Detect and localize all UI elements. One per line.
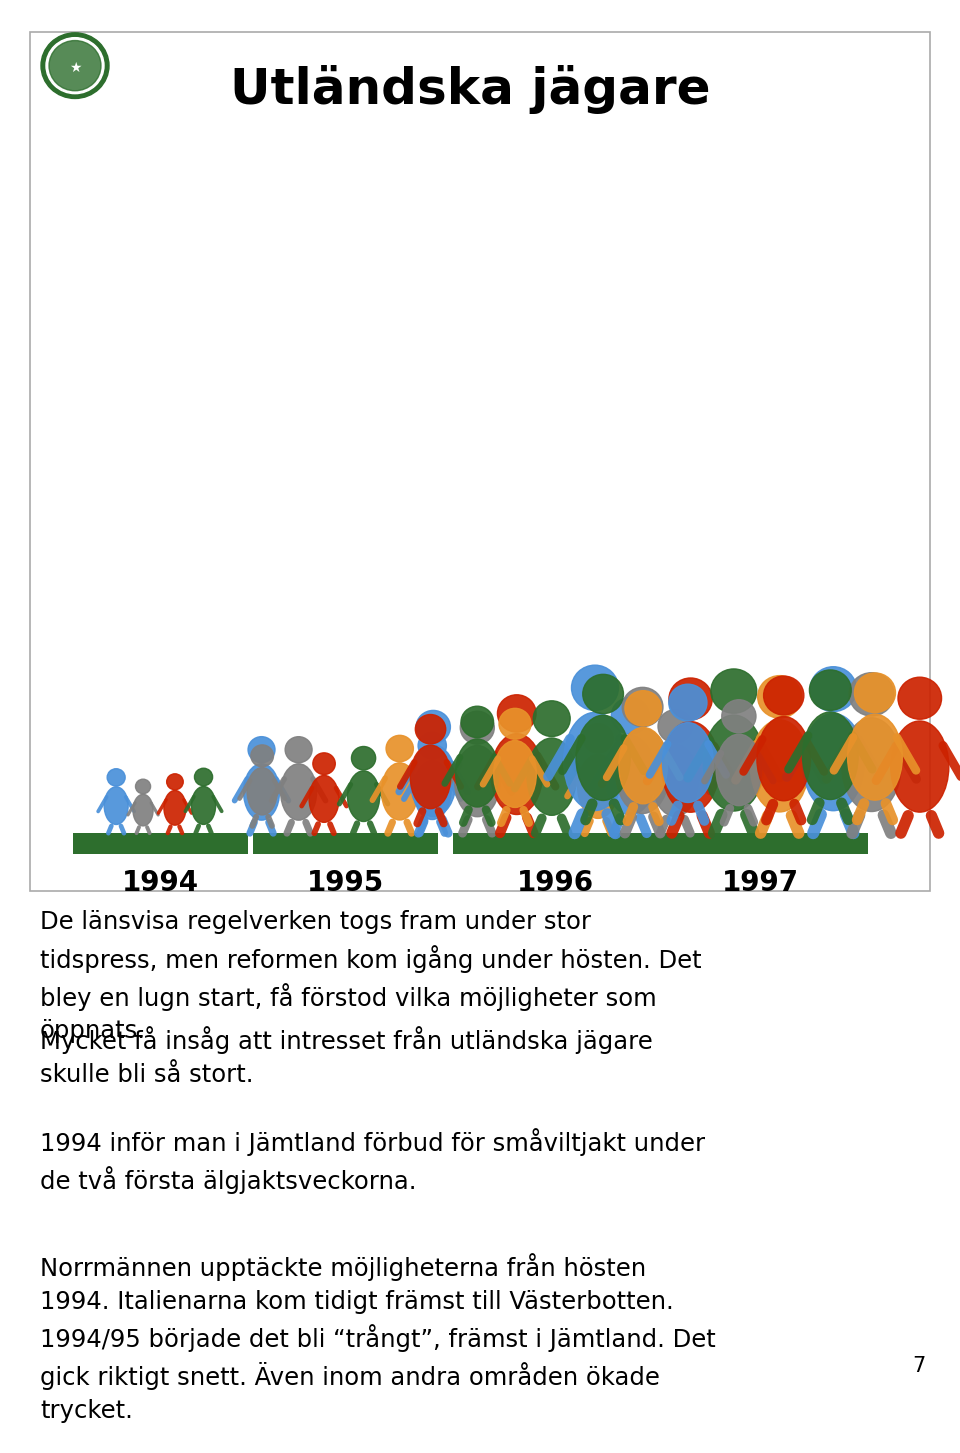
Ellipse shape	[493, 741, 537, 808]
Ellipse shape	[803, 713, 864, 811]
Ellipse shape	[105, 788, 129, 824]
FancyBboxPatch shape	[73, 833, 248, 854]
Ellipse shape	[133, 795, 153, 825]
Ellipse shape	[414, 760, 451, 819]
Ellipse shape	[716, 734, 761, 805]
Ellipse shape	[661, 722, 719, 812]
Circle shape	[722, 700, 756, 732]
Circle shape	[622, 687, 663, 726]
Circle shape	[135, 779, 151, 793]
Circle shape	[499, 709, 531, 740]
Ellipse shape	[191, 786, 216, 824]
Circle shape	[195, 769, 212, 786]
Circle shape	[416, 711, 450, 744]
Circle shape	[854, 673, 896, 712]
Circle shape	[710, 668, 756, 713]
Ellipse shape	[605, 735, 656, 815]
Circle shape	[419, 732, 446, 760]
Circle shape	[46, 38, 104, 93]
Ellipse shape	[280, 764, 317, 819]
Circle shape	[41, 33, 109, 99]
Ellipse shape	[756, 716, 810, 801]
Ellipse shape	[348, 772, 380, 821]
Text: De länsvisa regelverken togs fram under stor
tidspress, men reformen kom igång u: De länsvisa regelverken togs fram under …	[40, 911, 702, 1043]
Text: 1994 inför man i Jämtland förbud för småviltjakt under
de två första älgjaktsvec: 1994 inför man i Jämtland förbud för små…	[40, 1128, 706, 1194]
FancyBboxPatch shape	[30, 32, 930, 891]
Ellipse shape	[662, 722, 713, 802]
Circle shape	[461, 706, 493, 738]
Text: 1994: 1994	[121, 869, 199, 898]
Circle shape	[583, 724, 613, 753]
Text: 1995: 1995	[306, 869, 384, 898]
Ellipse shape	[527, 738, 576, 815]
Circle shape	[351, 747, 375, 770]
Ellipse shape	[456, 740, 499, 806]
Ellipse shape	[491, 734, 542, 815]
Circle shape	[313, 753, 335, 774]
Ellipse shape	[619, 728, 667, 804]
Circle shape	[809, 670, 852, 711]
Ellipse shape	[842, 718, 901, 812]
Circle shape	[248, 737, 275, 763]
Circle shape	[757, 676, 802, 718]
Ellipse shape	[576, 715, 631, 801]
Ellipse shape	[410, 745, 456, 817]
Circle shape	[49, 41, 101, 90]
Ellipse shape	[652, 744, 698, 817]
Ellipse shape	[703, 715, 764, 811]
Circle shape	[533, 700, 570, 737]
Circle shape	[416, 715, 445, 744]
Ellipse shape	[309, 776, 339, 822]
Ellipse shape	[751, 719, 809, 812]
Text: Utländska jägare: Utländska jägare	[229, 65, 710, 115]
Ellipse shape	[803, 712, 858, 799]
Text: 1996: 1996	[516, 869, 593, 898]
Ellipse shape	[564, 712, 626, 811]
Circle shape	[583, 674, 623, 713]
Ellipse shape	[410, 745, 451, 809]
FancyBboxPatch shape	[252, 833, 438, 854]
Circle shape	[108, 769, 125, 786]
FancyBboxPatch shape	[653, 833, 868, 854]
Text: Norrmännen upptäckte möjligheterna från hösten
1994. Italienarna kom tidigt främ: Norrmännen upptäckte möjligheterna från …	[40, 1252, 716, 1422]
Circle shape	[167, 774, 183, 790]
Text: 1997: 1997	[721, 869, 799, 898]
Ellipse shape	[615, 728, 670, 814]
Circle shape	[898, 677, 942, 719]
Circle shape	[669, 684, 707, 721]
Circle shape	[669, 679, 712, 719]
Ellipse shape	[164, 790, 186, 825]
Circle shape	[285, 737, 312, 763]
Circle shape	[763, 676, 804, 715]
Text: ★: ★	[69, 61, 82, 74]
Circle shape	[497, 695, 536, 732]
Text: 7: 7	[912, 1356, 925, 1376]
Circle shape	[810, 667, 856, 712]
Circle shape	[612, 697, 649, 734]
Circle shape	[386, 735, 414, 761]
Circle shape	[849, 673, 894, 716]
Ellipse shape	[381, 763, 418, 819]
Circle shape	[460, 711, 494, 744]
Circle shape	[658, 709, 692, 742]
FancyBboxPatch shape	[452, 833, 658, 854]
Circle shape	[251, 745, 274, 767]
Text: Mycket få insåg att intresset från utländska jägare
skulle bli så stort.: Mycket få insåg att intresset från utlän…	[40, 1026, 653, 1087]
Ellipse shape	[247, 767, 277, 815]
Ellipse shape	[891, 721, 948, 812]
Ellipse shape	[244, 764, 279, 819]
Ellipse shape	[578, 754, 618, 818]
Ellipse shape	[455, 745, 500, 817]
Circle shape	[571, 665, 618, 711]
Ellipse shape	[848, 715, 902, 801]
Circle shape	[625, 690, 661, 726]
